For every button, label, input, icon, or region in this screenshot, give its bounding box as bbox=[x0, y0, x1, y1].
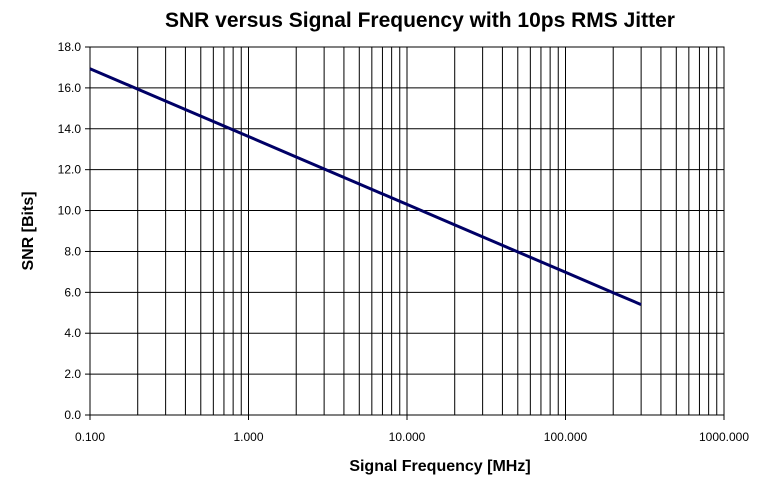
x-tick-label: 0.100 bbox=[75, 430, 105, 444]
x-axis-ticks: 0.100 1.000 10.000 100.000 1000.000 bbox=[75, 415, 749, 444]
grid bbox=[90, 47, 724, 415]
x-tick-label: 1000.000 bbox=[699, 430, 749, 444]
x-tick-label: 1.000 bbox=[233, 430, 263, 444]
chart-title: SNR versus Signal Frequency with 10ps RM… bbox=[165, 9, 675, 32]
y-tick-label: 18.0 bbox=[58, 40, 82, 54]
y-tick-label: 16.0 bbox=[58, 81, 82, 95]
y-tick-label: 12.0 bbox=[58, 163, 82, 177]
y-tick-label: 0.0 bbox=[64, 408, 81, 422]
x-tick-label: 100.000 bbox=[544, 430, 588, 444]
y-tick-label: 2.0 bbox=[64, 367, 81, 381]
y-tick-label: 6.0 bbox=[64, 285, 81, 299]
x-tick-label: 10.000 bbox=[389, 430, 426, 444]
y-tick-label: 14.0 bbox=[58, 122, 82, 136]
y-axis-label: SNR [Bits] bbox=[20, 191, 37, 270]
y-tick-label: 10.0 bbox=[58, 204, 82, 218]
y-axis-ticks: 0.0 2.0 4.0 6.0 8.0 10.0 12.0 14.0 16.0 18.0 bbox=[58, 40, 90, 422]
y-tick-label: 4.0 bbox=[64, 326, 81, 340]
x-axis-label: Signal Frequency [MHz] bbox=[349, 458, 530, 475]
y-tick-label: 8.0 bbox=[64, 244, 81, 258]
